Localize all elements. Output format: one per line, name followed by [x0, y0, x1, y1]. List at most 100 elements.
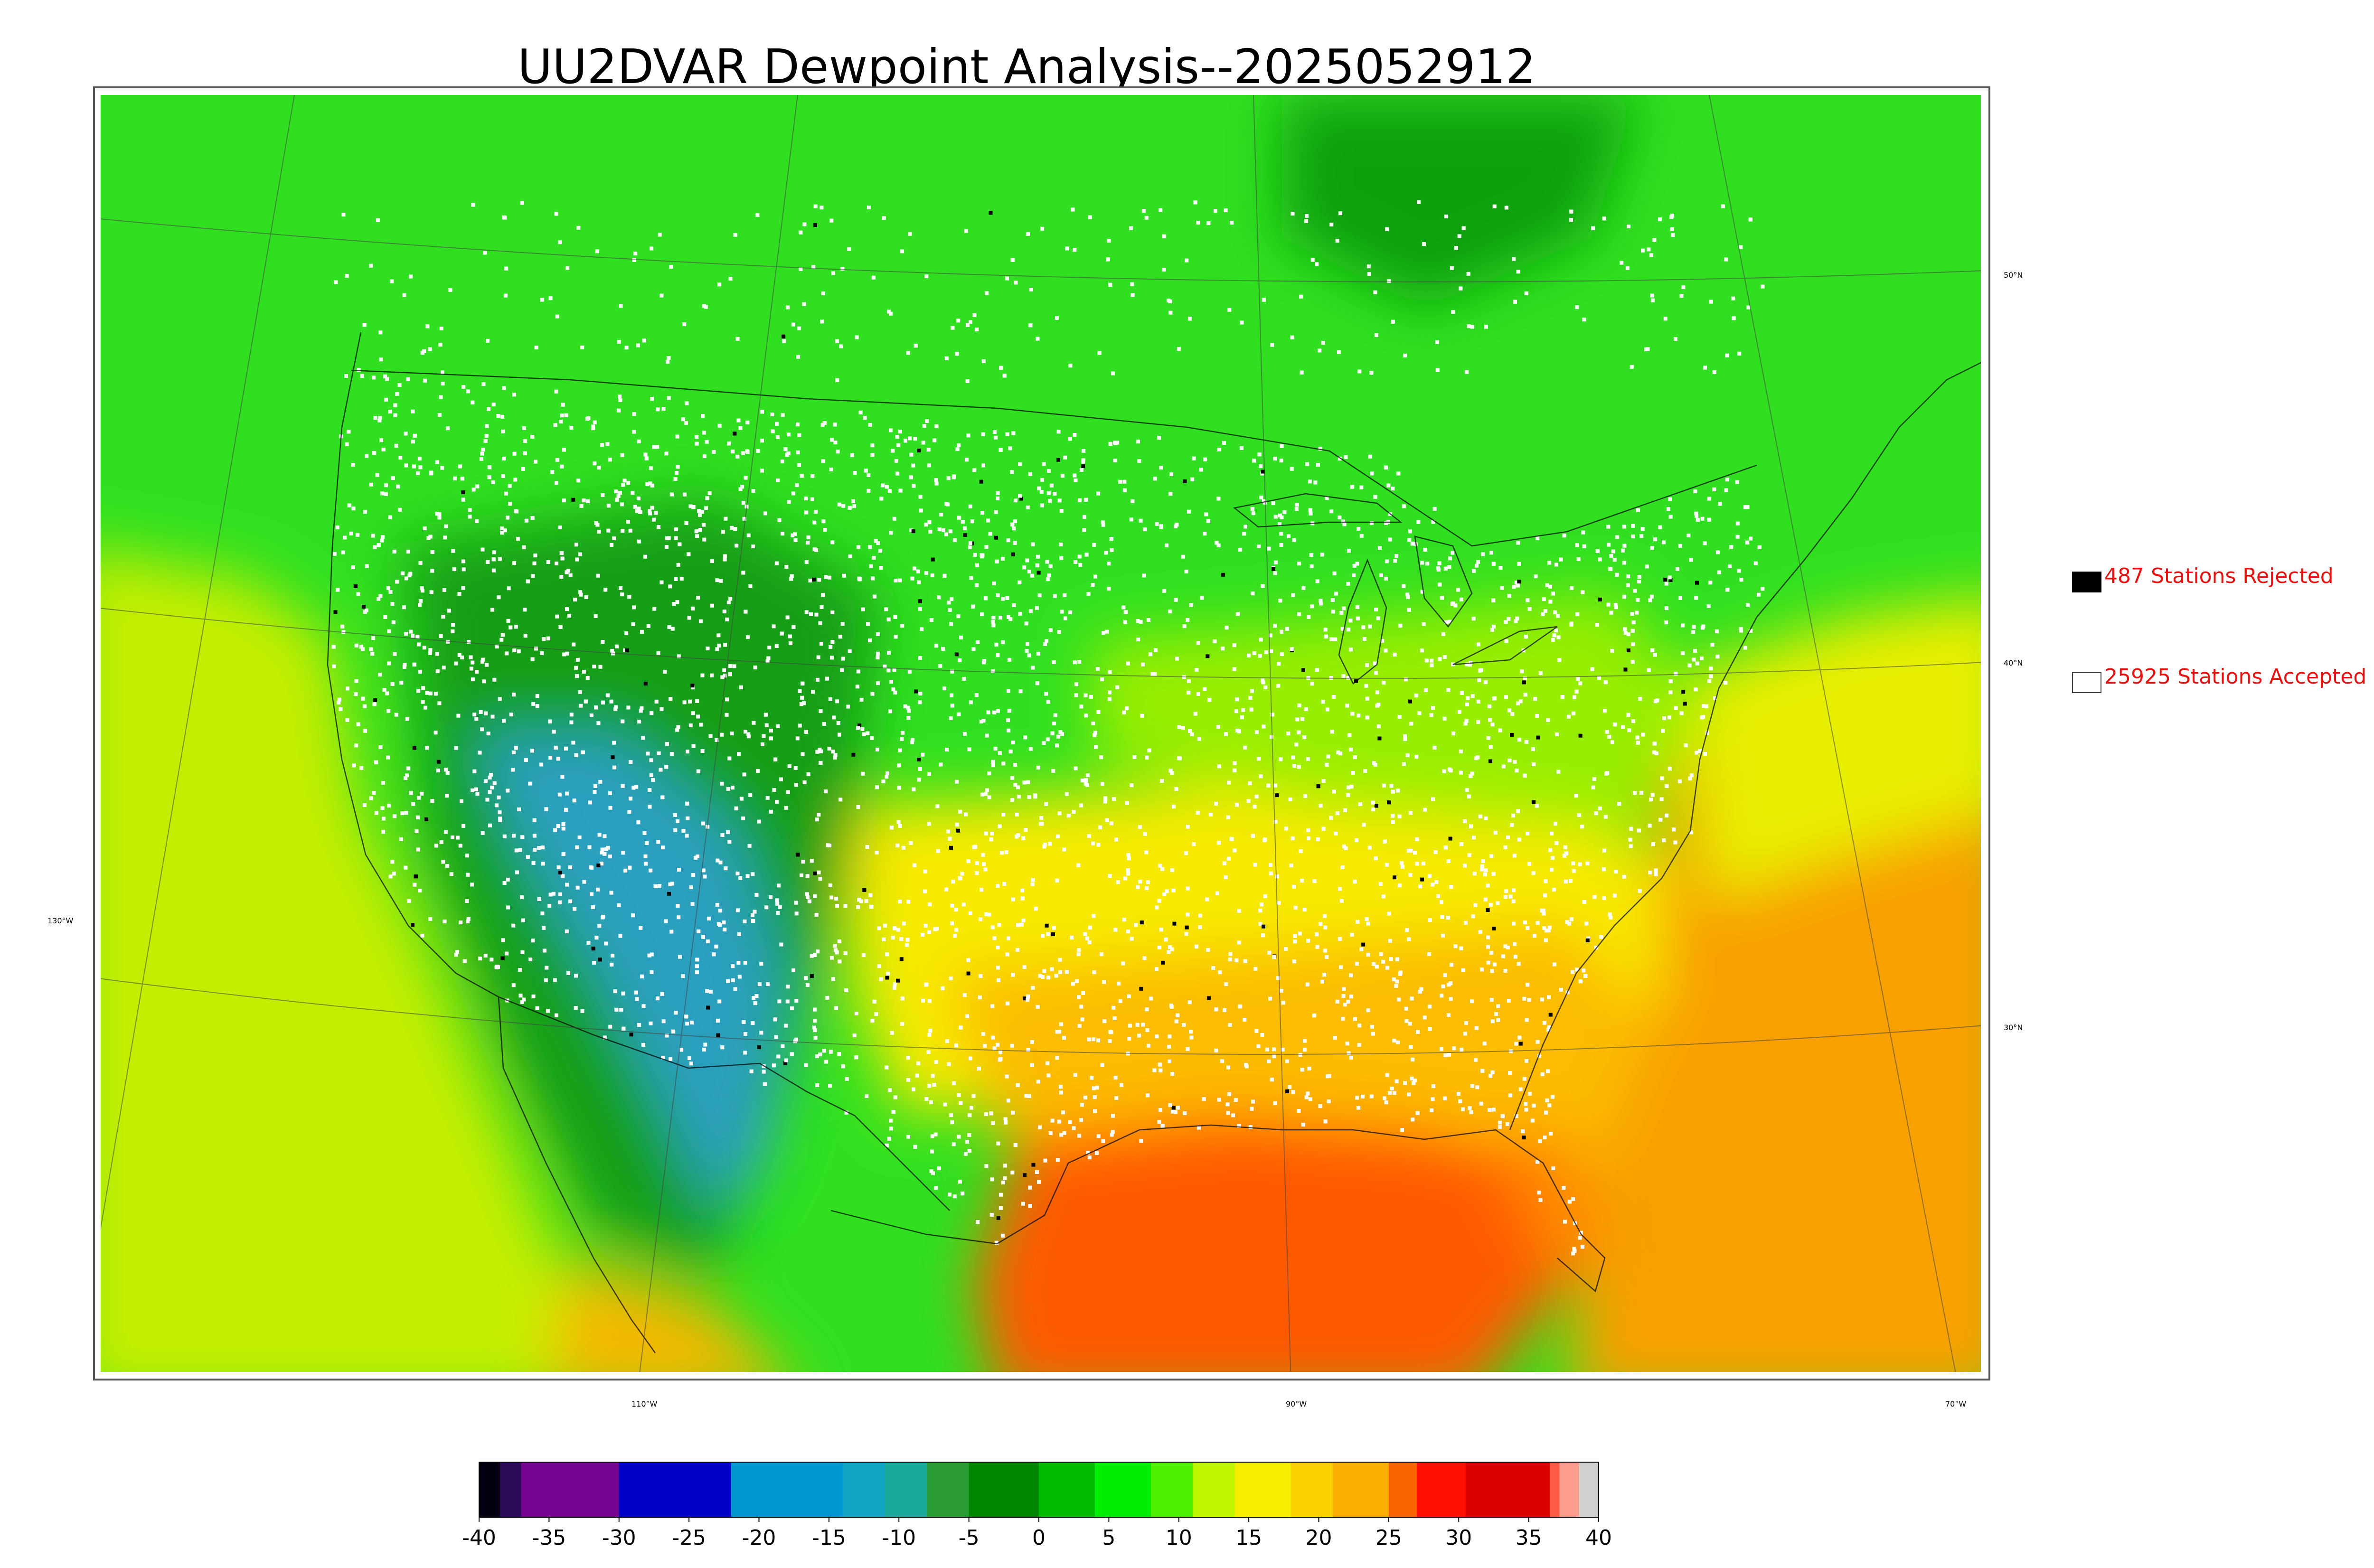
accepted-station-marker — [1005, 596, 1009, 600]
accepted-station-marker — [617, 339, 621, 344]
accepted-station-marker — [961, 520, 965, 524]
accepted-station-marker — [1312, 1014, 1317, 1018]
accepted-station-marker — [632, 258, 636, 262]
accepted-station-marker — [1510, 712, 1515, 716]
accepted-station-marker — [1392, 977, 1396, 981]
accepted-station-marker — [1536, 1160, 1540, 1164]
rejected-station-marker — [1262, 924, 1265, 929]
accepted-station-marker — [1080, 779, 1084, 783]
rejected-station-marker — [1139, 986, 1143, 991]
accepted-station-marker — [952, 1194, 957, 1199]
accepted-station-marker — [650, 952, 654, 957]
accepted-station-marker — [695, 699, 699, 703]
gulf-coastline — [830, 1124, 1606, 1293]
accepted-station-marker — [823, 527, 827, 532]
accepted-station-marker — [1087, 834, 1091, 838]
accepted-station-marker — [1526, 926, 1530, 930]
accepted-station-marker — [1713, 696, 1717, 700]
accepted-station-marker — [905, 938, 910, 942]
rejected-station-marker — [1668, 578, 1673, 582]
accepted-station-marker — [800, 695, 804, 700]
accepted-station-marker — [791, 968, 795, 973]
accepted-station-marker — [617, 903, 621, 907]
accepted-station-marker — [777, 999, 782, 1004]
accepted-station-marker — [728, 672, 732, 676]
accepted-station-marker — [1436, 894, 1440, 898]
accepted-station-marker — [891, 687, 895, 692]
accepted-station-marker — [533, 848, 537, 852]
accepted-station-marker — [531, 994, 536, 998]
accepted-station-marker — [1170, 1072, 1175, 1076]
accepted-station-marker — [1504, 889, 1508, 893]
accepted-station-marker — [996, 491, 1000, 495]
accepted-station-marker — [901, 845, 905, 850]
accepted-station-marker — [1338, 516, 1342, 519]
accepted-station-marker — [992, 1046, 997, 1051]
accepted-station-marker — [1341, 674, 1346, 678]
accepted-station-marker — [914, 344, 918, 348]
accepted-station-marker — [569, 426, 574, 430]
accepted-station-marker — [990, 669, 995, 673]
accepted-station-marker — [1674, 672, 1678, 676]
accepted-station-marker — [1366, 1008, 1370, 1013]
accepted-station-marker — [892, 668, 896, 672]
accepted-station-marker — [1025, 558, 1029, 563]
accepted-station-marker — [1215, 891, 1220, 895]
accepted-station-marker — [991, 623, 996, 628]
rejected-station-marker — [1585, 938, 1590, 942]
accepted-station-marker — [861, 771, 865, 776]
accepted-station-marker — [1006, 718, 1010, 723]
accepted-station-marker — [746, 533, 751, 537]
accepted-station-marker — [760, 742, 764, 746]
accepted-station-marker — [677, 915, 681, 920]
accepted-station-marker — [465, 899, 469, 903]
accepted-station-marker — [1546, 1028, 1551, 1032]
accepted-station-marker — [1200, 596, 1204, 600]
accepted-station-marker — [1703, 752, 1707, 756]
accepted-station-marker — [1503, 895, 1507, 899]
accepted-station-marker — [841, 504, 846, 508]
rejected-station-marker — [461, 490, 465, 494]
accepted-station-marker — [1692, 625, 1696, 629]
accepted-station-marker — [928, 999, 932, 1003]
accepted-station-marker — [934, 424, 939, 428]
accepted-station-marker — [429, 590, 433, 594]
accepted-station-marker — [984, 1164, 989, 1168]
accepted-station-marker — [1096, 1134, 1101, 1138]
accepted-station-marker — [916, 569, 920, 573]
accepted-station-marker — [1232, 643, 1236, 648]
accepted-station-marker — [1021, 919, 1026, 922]
accepted-station-marker — [1517, 1035, 1522, 1040]
accepted-station-marker — [1003, 1164, 1007, 1168]
colorbar-tick-label: 25 — [1375, 1526, 1402, 1550]
rejected-station-marker — [1486, 908, 1490, 912]
accepted-station-marker — [887, 1136, 891, 1141]
accepted-station-marker — [620, 502, 624, 507]
accepted-station-marker — [737, 752, 741, 756]
accepted-station-marker — [1715, 629, 1719, 633]
accepted-station-marker — [1086, 1151, 1090, 1155]
accepted-station-marker — [762, 1070, 766, 1074]
accepted-station-marker — [1630, 365, 1634, 369]
accepted-station-marker — [1446, 859, 1451, 863]
accepted-station-marker — [868, 893, 873, 897]
accepted-station-marker — [831, 750, 835, 754]
accepted-station-marker — [815, 817, 819, 822]
accepted-station-marker — [999, 1057, 1003, 1061]
lon-label-90w: 90°W — [1286, 1399, 1307, 1408]
accepted-station-marker — [997, 978, 1000, 982]
accepted-station-marker — [1026, 998, 1030, 1002]
accepted-station-marker — [1463, 819, 1467, 823]
accepted-station-marker — [727, 756, 732, 761]
accepted-station-marker — [1188, 729, 1192, 733]
accepted-station-marker — [681, 829, 686, 833]
accepted-station-marker — [817, 870, 821, 874]
accepted-station-marker — [701, 868, 706, 873]
accepted-station-marker — [697, 929, 701, 933]
accepted-station-marker — [1008, 617, 1013, 621]
accepted-station-marker — [966, 433, 970, 438]
accepted-station-marker — [1137, 1033, 1141, 1038]
accepted-station-marker — [856, 726, 860, 730]
accepted-station-marker — [695, 958, 699, 962]
accepted-station-marker — [891, 449, 895, 453]
